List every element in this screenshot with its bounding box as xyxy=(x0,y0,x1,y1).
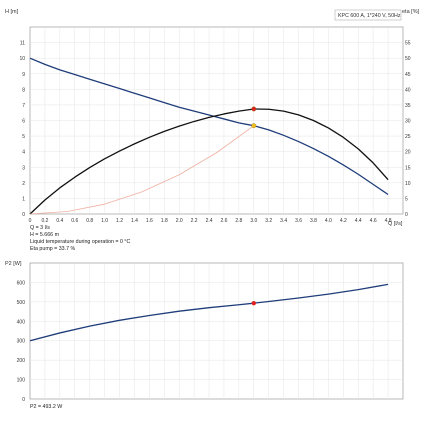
info-head: H = 5.666 m xyxy=(30,232,60,238)
y-left-tick-label: 5 xyxy=(22,134,25,140)
y-left-tick-label: 0 xyxy=(22,212,25,218)
y-tick-label: 0 xyxy=(22,397,25,403)
x-tick-label: 0.8 xyxy=(86,218,93,224)
y-right-tick-label: 50 xyxy=(405,56,411,62)
x-tick-label: 4.4 xyxy=(355,218,362,224)
flow-axis-ticks: 0 0.2 0.4 0.6 0.8 1.0 1.2 1.4 1.6 1.8 2.0 2.2 2.4 2.6… xyxy=(29,218,392,224)
x-tick-label: 1.6 xyxy=(146,218,153,224)
y-right-tick-label: 15 xyxy=(405,165,411,171)
efficiency-axis-title-eta: eta [%] xyxy=(402,9,420,15)
y-right-tick-label: 10 xyxy=(405,181,411,187)
y-tick-label: 200 xyxy=(17,358,26,364)
y-left-tick-label: 4 xyxy=(22,150,25,156)
y-left-tick-label: 3 xyxy=(22,165,25,171)
power-chart-series xyxy=(29,283,389,342)
system-curve xyxy=(29,125,255,215)
x-tick-label: 4.2 xyxy=(340,218,347,224)
x-tick-label: 0.4 xyxy=(56,218,63,224)
p2-duty-point xyxy=(251,300,256,306)
x-tick-label: 1.2 xyxy=(116,218,123,224)
x-tick-label: 2.6 xyxy=(220,218,227,224)
y-right-tick-label: 45 xyxy=(405,72,411,78)
x-tick-label: 0.2 xyxy=(41,218,48,224)
x-tick-label: 3.6 xyxy=(295,218,302,224)
head-duty-point xyxy=(251,123,257,129)
x-tick-label: 4.6 xyxy=(370,218,377,224)
info-p2: P2 = 493.2 W xyxy=(30,404,63,410)
y-left-tick-label: 1 xyxy=(22,196,25,202)
x-tick-label: 1.0 xyxy=(101,218,108,224)
y-tick-label: 500 xyxy=(17,300,26,306)
y-left-tick-label: 11 xyxy=(20,41,25,47)
flow-axis-title: Q [l/s] xyxy=(388,221,403,227)
x-tick-label: 0 xyxy=(29,218,32,224)
pump-label-box xyxy=(334,9,402,21)
duty-info-block: Q = 3 l/s H = 5.666 m Liquid temperature… xyxy=(30,225,130,253)
y-right-tick-label: 30 xyxy=(405,119,411,125)
y-tick-label: 600 xyxy=(17,280,26,286)
x-tick-label: 3.0 xyxy=(250,218,257,224)
power-chart-grid xyxy=(30,263,403,399)
head-axis-title-h: H [m] xyxy=(5,9,19,15)
power-axis-ticks: 0 100 200 300 400 500 600 xyxy=(17,280,26,403)
y-tick-label: 300 xyxy=(17,339,26,345)
y-tick-label: 400 xyxy=(17,319,26,325)
y-left-tick-label: 9 xyxy=(22,72,25,78)
info-eta-pump: Eta pump = 33.7 % xyxy=(30,246,76,252)
y-right-tick-label: 55 xyxy=(405,41,411,47)
head-chart-series xyxy=(29,57,389,215)
y-left-tick-label: 10 xyxy=(19,56,25,62)
head-curve xyxy=(29,57,389,196)
efficiency-axis-ticks: 0 5 10 15 20 25 30 35 40 45 50 55 xyxy=(405,41,411,218)
x-tick-label: 2.4 xyxy=(206,218,213,224)
x-tick-label: 0.6 xyxy=(71,218,78,224)
head-chart-grid xyxy=(30,27,403,214)
x-tick-label: 4.0 xyxy=(325,218,332,224)
info-liquid-temperature: Liquid temperature during operation = 0 … xyxy=(30,239,131,245)
power-chart-duty-point xyxy=(251,300,256,306)
power-axis-title: P2 [W] xyxy=(5,261,22,267)
power-chart-frame xyxy=(29,262,404,400)
y-right-tick-label: 5 xyxy=(405,196,408,202)
y-right-tick-label: 35 xyxy=(405,103,411,109)
x-tick-label: 2.2 xyxy=(191,218,198,224)
x-tick-label: 2.0 xyxy=(176,218,183,224)
head-chart-duty-points xyxy=(251,106,257,129)
efficiency-curve xyxy=(29,108,389,215)
y-left-tick-label: 8 xyxy=(22,87,25,93)
power-curve xyxy=(29,283,389,342)
y-left-tick-label: 2 xyxy=(22,181,25,187)
y-left-tick-label: 6 xyxy=(22,119,25,125)
info-flow: Q = 3 l/s xyxy=(30,225,50,231)
pump-model-label: KPC 600 A, 1*240 V, 50Hz xyxy=(338,13,401,19)
y-right-tick-label: 25 xyxy=(405,134,411,140)
x-tick-label: 3.8 xyxy=(310,218,317,224)
x-tick-label: 3.4 xyxy=(280,218,287,224)
y-left-tick-label: 7 xyxy=(22,103,25,109)
y-tick-label: 100 xyxy=(17,378,26,384)
x-tick-label: 3.2 xyxy=(265,218,272,224)
x-tick-label: 1.4 xyxy=(131,218,138,224)
x-tick-label: 2.8 xyxy=(235,218,242,224)
x-tick-label: 4.8 xyxy=(385,218,392,224)
y-right-tick-label: 20 xyxy=(405,150,411,156)
head-axis-ticks: 0 1 2 3 4 5 6 7 8 9 10 11 xyxy=(19,41,25,218)
y-right-tick-label: 0 xyxy=(405,212,408,218)
x-tick-label: 1.8 xyxy=(161,218,168,224)
y-right-tick-label: 40 xyxy=(405,87,411,93)
efficiency-duty-point xyxy=(251,106,257,112)
